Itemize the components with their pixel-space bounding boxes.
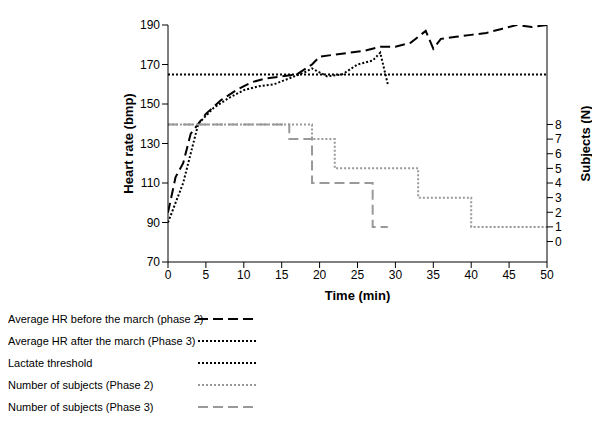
svg-text:3: 3 [555,191,562,205]
html-text:Average HR before the march (p: Average HR before the march (phase 2) [8,313,204,325]
html-text:Average HR after the march (Ph: Average HR after the march (Phase 3) [8,335,196,347]
svg-text:90: 90 [147,216,161,230]
svg-text:110: 110 [141,176,160,190]
html-text:Number of subjects (Phase 3): Number of subjects (Phase 3) [8,401,154,413]
svg-text:0: 0 [555,235,562,249]
svg-text:40: 40 [465,268,479,282]
svg-text:15: 15 [275,268,289,282]
svg-text:5: 5 [555,162,562,176]
svg-text:130: 130 [140,137,160,151]
svg-text:150: 150 [140,97,160,111]
svg-text:8: 8 [555,118,562,132]
svg-text:1: 1 [555,220,562,234]
svg-text:20: 20 [313,268,327,282]
svg-text:Time (min): Time (min) [325,288,391,303]
svg-text:4: 4 [555,176,562,190]
html-text:Lactate threshold: Lactate threshold [8,357,93,369]
svg-text:2: 2 [555,206,562,220]
svg-text:Heart rate (bmp): Heart rate (bmp) [121,93,136,193]
svg-text:70: 70 [147,255,161,269]
svg-text:190: 190 [140,18,160,32]
svg-text:50: 50 [540,268,554,282]
svg-text:170: 170 [140,58,160,72]
svg-text:7: 7 [555,132,562,146]
svg-text:30: 30 [389,268,403,282]
svg-text:10: 10 [237,268,251,282]
svg-text:35: 35 [427,268,441,282]
svg-text:45: 45 [502,268,516,282]
svg-text:6: 6 [555,147,562,161]
svg-text:0: 0 [165,268,172,282]
html-text:Number of subjects (Phase 2): Number of subjects (Phase 2) [8,379,154,391]
svg-text:5: 5 [203,268,210,282]
svg-text:25: 25 [351,268,365,282]
svg-text:Subjects (N): Subjects (N) [578,106,592,182]
